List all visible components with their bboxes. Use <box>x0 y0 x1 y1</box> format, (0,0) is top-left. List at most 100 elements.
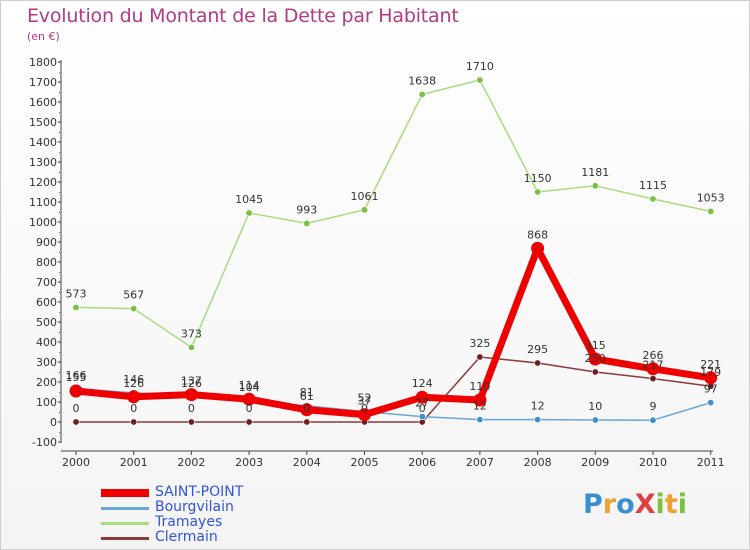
legend-swatch <box>101 537 149 540</box>
data-label-bourgvilain: 81 <box>300 386 314 399</box>
data-point-tramayes <box>187 343 195 351</box>
data-point-tramayes <box>707 207 715 215</box>
data-label-bourgvilain: 9 <box>650 400 657 413</box>
y-tick-label: 1000 <box>29 216 57 229</box>
data-point-tramayes <box>130 305 138 313</box>
series-line-tramayes <box>75 79 712 349</box>
y-tick-label: 1500 <box>29 116 57 129</box>
data-point-tramayes <box>72 303 80 311</box>
data-label-tramayes: 993 <box>296 203 317 216</box>
x-tick-label: 2004 <box>293 456 321 469</box>
data-label-bourgvilain: 97 <box>704 383 718 396</box>
logo-letter: o <box>616 489 635 520</box>
data-point-clermain <box>303 418 311 426</box>
y-tick-label: -100 <box>32 436 57 449</box>
data-label-tramayes: 373 <box>181 327 202 340</box>
data-point-clermain <box>591 368 599 376</box>
data-label-clermain: 0 <box>419 402 426 415</box>
data-label-clermain: 325 <box>469 337 490 350</box>
y-tick-label: 1400 <box>29 136 57 149</box>
data-point-saint-point <box>184 388 198 402</box>
data-point-tramayes <box>418 90 426 98</box>
data-point-clermain <box>187 418 195 426</box>
y-tick-label: 800 <box>36 256 57 269</box>
y-tick-label: 900 <box>36 236 57 249</box>
data-point-tramayes <box>591 182 599 190</box>
data-point-tramayes <box>476 76 484 84</box>
data-label-saint-point: 868 <box>527 228 548 241</box>
data-point-tramayes <box>534 188 542 196</box>
y-tick-label: 1600 <box>29 96 57 109</box>
legend-label: Clermain <box>155 529 218 545</box>
legend-item: Clermain <box>101 529 321 545</box>
data-label-saint-point: 315 <box>585 339 606 352</box>
x-tick-label: 2007 <box>466 456 494 469</box>
data-label-bourgvilain: 166 <box>66 369 87 382</box>
data-label-clermain: 250 <box>585 352 606 365</box>
x-tick-label: 2008 <box>524 456 552 469</box>
logo-letter: t <box>664 489 678 520</box>
data-label-clermain: 295 <box>527 343 548 356</box>
y-tick-label: 100 <box>36 396 57 409</box>
data-label-bourgvilain: 12 <box>473 400 487 413</box>
data-point-clermain <box>534 359 542 367</box>
data-label-saint-point: 61 <box>300 390 314 403</box>
data-point-saint-point <box>242 392 256 406</box>
data-point-bourgvilain <box>649 416 657 424</box>
data-label-saint-point: 266 <box>643 349 664 362</box>
data-label-saint-point: 124 <box>412 377 433 390</box>
data-label-tramayes: 1710 <box>466 60 494 73</box>
y-tick-label: 1200 <box>29 176 57 189</box>
legend-swatch <box>101 522 149 525</box>
y-tick-label: 500 <box>36 316 57 329</box>
data-label-bourgvilain: 52 <box>358 392 372 405</box>
data-label-clermain: 0 <box>361 402 368 415</box>
logo-letter: X <box>634 489 656 520</box>
legend-swatch <box>101 507 149 510</box>
data-label-saint-point: 37 <box>358 395 372 408</box>
x-tick-label: 2001 <box>120 456 148 469</box>
data-point-tramayes <box>649 195 657 203</box>
data-label-saint-point: 114 <box>239 379 260 392</box>
data-label-tramayes: 1638 <box>408 74 436 87</box>
y-tick-label: 200 <box>36 376 57 389</box>
data-point-tramayes <box>360 206 368 214</box>
data-label-bourgvilain: 126 <box>181 377 202 390</box>
chart-title: Evolution du Montant de la Dette par Hab… <box>27 5 459 27</box>
data-label-bourgvilain: 12 <box>531 400 545 413</box>
x-tick-label: 2009 <box>581 456 609 469</box>
y-tick-label: 1700 <box>29 76 57 89</box>
logo-letter: r <box>602 489 617 520</box>
legend-label: SAINT-POINT <box>155 484 244 500</box>
data-point-bourgvilain <box>591 416 599 424</box>
data-label-tramayes: 1150 <box>524 172 552 185</box>
series-line-saint-point <box>72 244 715 419</box>
data-label-tramayes: 1061 <box>351 190 379 203</box>
y-tick-label: 700 <box>36 276 57 289</box>
data-label-saint-point: 126 <box>123 377 144 390</box>
legend-item: Bourgvilain <box>101 499 321 515</box>
data-label-bourgvilain: 104 <box>239 381 260 394</box>
x-tick-label: 2006 <box>408 456 436 469</box>
data-label-clermain: 0 <box>303 402 310 415</box>
data-label-tramayes: 573 <box>66 287 87 300</box>
data-label-clermain: 0 <box>246 402 253 415</box>
y-tick-label: 400 <box>36 336 57 349</box>
data-label-clermain: 179 <box>700 366 721 379</box>
data-label-clermain: 0 <box>188 402 195 415</box>
y-tick-label: 1100 <box>29 196 57 209</box>
data-label-tramayes: 1115 <box>639 179 667 192</box>
legend-item: SAINT-POINT <box>101 484 321 500</box>
data-point-bourgvilain <box>418 413 426 421</box>
data-point-saint-point <box>588 352 602 366</box>
data-label-tramayes: 1181 <box>581 166 609 179</box>
legend-label: Bourgvilain <box>155 499 234 515</box>
data-point-tramayes <box>303 219 311 227</box>
x-tick-label: 2000 <box>62 456 90 469</box>
logo-letter: i <box>655 489 665 520</box>
data-point-saint-point <box>300 403 314 417</box>
x-tick-label: 2011 <box>697 456 725 469</box>
logo-letter: i <box>677 489 687 520</box>
